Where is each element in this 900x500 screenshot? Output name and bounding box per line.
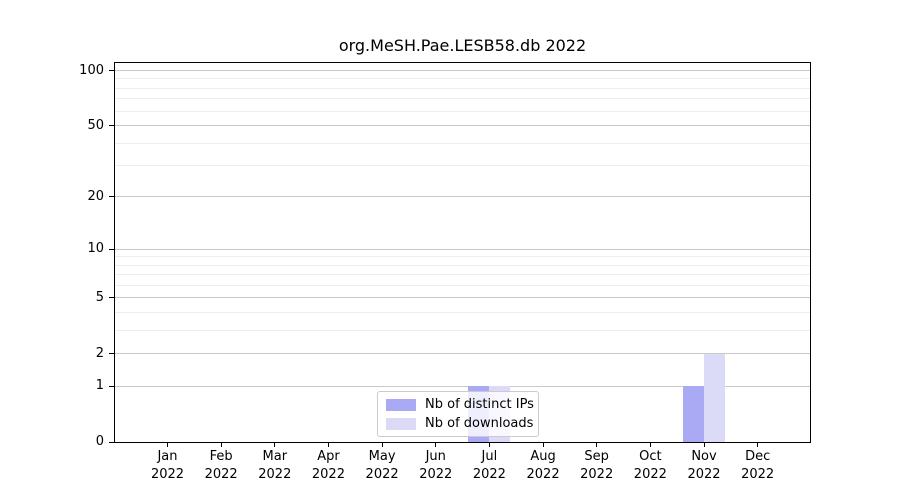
y-axis-tick-label: 2	[95, 345, 104, 361]
bar-downloads	[704, 353, 725, 442]
year-label: 2022	[580, 467, 614, 482]
year-label: 2022	[204, 467, 238, 482]
year-label: 2022	[311, 467, 345, 482]
x-axis-tick	[435, 443, 437, 447]
gridline-minor	[115, 142, 810, 144]
year-label: 2022	[419, 467, 453, 482]
y-axis-tick	[109, 70, 114, 72]
y-axis-tick-label: 100	[79, 62, 104, 78]
x-axis-tick	[220, 443, 222, 447]
x-axis-tick	[488, 443, 490, 447]
month-label: Feb	[209, 449, 233, 464]
gridline-minor	[115, 311, 810, 313]
gridline-major	[115, 125, 810, 127]
bar-distinct-ips	[683, 386, 704, 442]
y-axis-tick-label: 0	[95, 434, 104, 449]
x-axis-tick-label: Mar 2022	[243, 448, 307, 484]
gridline-minor	[115, 329, 810, 331]
x-axis-tick	[542, 443, 544, 447]
gridline-major	[115, 353, 810, 355]
legend-label-distinct-ips: Nb of distinct IPs	[425, 397, 534, 412]
month-label: Jun	[425, 449, 446, 464]
y-axis-tick-label: 50	[87, 117, 104, 133]
gridline-major	[115, 297, 810, 299]
x-axis-tick-label: Jun 2022	[404, 448, 468, 484]
gridline-minor	[115, 110, 810, 112]
x-axis-tick-label: Jul 2022	[457, 448, 521, 484]
year-label: 2022	[741, 467, 775, 482]
year-label: 2022	[472, 467, 506, 482]
x-axis-tick-label: Dec 2022	[726, 448, 790, 484]
x-axis-tick	[596, 443, 598, 447]
gridline-minor	[115, 165, 810, 167]
year-label: 2022	[365, 467, 399, 482]
month-label: Dec	[745, 449, 771, 464]
y-axis-tick-label: 5	[95, 289, 104, 305]
month-label: Jul	[481, 449, 498, 464]
x-axis-tick-label: Sep 2022	[565, 448, 629, 484]
y-axis-tick	[109, 385, 114, 387]
x-axis-tick	[167, 443, 168, 447]
gridline-major	[115, 70, 810, 72]
y-axis-tick-label: 1	[95, 378, 104, 394]
x-axis-tick	[327, 443, 329, 447]
x-axis-tick	[703, 443, 705, 447]
x-axis-tick-label: Feb 2022	[189, 448, 253, 484]
legend-item-distinct-ips: Nb of distinct IPs	[386, 397, 534, 412]
month-label: Sep	[584, 449, 609, 464]
y-axis-tick	[109, 353, 114, 355]
legend-swatch-distinct-ips	[386, 398, 416, 411]
month-label: Oct	[639, 449, 662, 464]
y-axis-tick	[109, 441, 114, 443]
legend-swatch-downloads	[386, 417, 416, 430]
year-label: 2022	[258, 467, 292, 482]
gridline-minor	[115, 284, 810, 286]
gridline-minor	[115, 78, 810, 80]
year-label: 2022	[687, 467, 721, 482]
y-axis-tick-label: 10	[87, 241, 104, 257]
x-axis-tick	[274, 443, 276, 447]
chart-title: org.MeSH.Pae.LESB58.db 2022	[338, 36, 587, 55]
gridline-major	[115, 248, 810, 250]
x-axis-tick-label: Aug 2022	[511, 448, 575, 484]
year-label: 2022	[633, 467, 667, 482]
year-label: 2022	[150, 467, 185, 482]
gridline-minor	[115, 256, 810, 258]
gridline-minor	[115, 274, 810, 276]
y-axis-tick	[109, 196, 114, 198]
gridline-major	[115, 385, 810, 387]
month-label: Apr	[317, 449, 340, 464]
x-axis-tick-label: Nov 2022	[672, 448, 736, 484]
gridline-minor	[115, 98, 810, 100]
y-axis-tick	[109, 125, 114, 127]
x-axis-tick	[381, 443, 383, 447]
legend-label-downloads: Nb of downloads	[425, 416, 534, 431]
y-axis-tick	[109, 297, 114, 299]
y-axis-tick-label: 20	[87, 188, 104, 204]
month-label: Mar	[262, 449, 288, 464]
x-axis-tick-label: Apr 2022	[296, 448, 360, 484]
year-label: 2022	[526, 467, 560, 482]
gridline-minor	[115, 264, 810, 266]
y-axis-tick	[109, 248, 114, 250]
x-axis-tick-label: Oct 2022	[618, 448, 682, 484]
month-label: Aug	[530, 449, 556, 464]
gridline-minor	[115, 87, 810, 89]
gridline-major	[115, 196, 810, 198]
plot-area	[114, 62, 811, 443]
month-label: Jan	[157, 449, 178, 464]
x-axis-tick	[757, 443, 759, 447]
x-axis-tick-label: Jan 2022	[136, 448, 200, 484]
legend: Nb of distinct IPs Nb of downloads	[377, 391, 539, 437]
x-axis-tick	[649, 443, 651, 447]
x-axis-tick-label: May 2022	[350, 448, 414, 484]
month-label: Nov	[691, 449, 717, 464]
month-label: May	[368, 449, 396, 464]
legend-item-downloads: Nb of downloads	[386, 416, 534, 431]
